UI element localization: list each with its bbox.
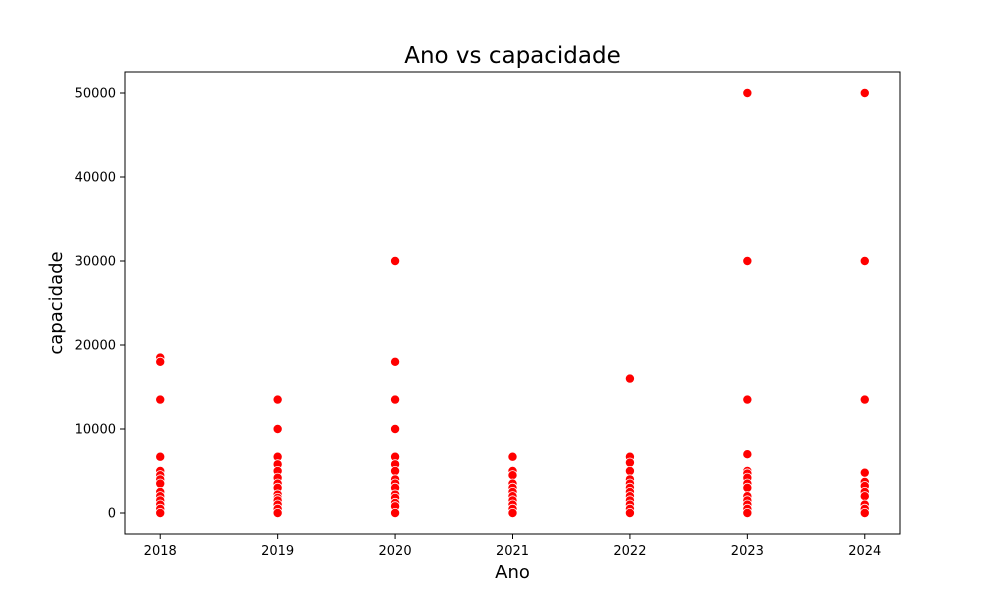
- data-point: [859, 394, 870, 405]
- x-tick-label: 2022: [613, 544, 646, 559]
- data-point: [624, 457, 635, 468]
- x-tick-label: 2019: [261, 544, 294, 559]
- y-axis-label: capacidade: [46, 251, 67, 354]
- data-point: [155, 394, 166, 405]
- data-point: [859, 507, 870, 518]
- data-point: [507, 451, 518, 462]
- data-point: [859, 467, 870, 478]
- data-point: [742, 255, 753, 266]
- chart-title: Ano vs capacidade: [404, 43, 621, 69]
- data-point: [742, 482, 753, 493]
- data-point: [390, 394, 401, 405]
- data-point: [390, 356, 401, 367]
- data-point: [390, 507, 401, 518]
- data-point: [272, 423, 283, 434]
- x-tick-label: 2021: [496, 544, 529, 559]
- y-tick-label: 40000: [75, 171, 116, 186]
- data-point: [155, 478, 166, 489]
- data-point: [390, 255, 401, 266]
- ticks-layer: 2018 2019 2020 2021 2022 2023 2024 0 10000 20000 3…: [75, 87, 882, 560]
- data-point: [624, 507, 635, 518]
- data-point: [742, 449, 753, 460]
- data-point: [507, 507, 518, 518]
- data-point: [390, 465, 401, 476]
- data-point: [155, 507, 166, 518]
- data-point: [624, 465, 635, 476]
- x-axis-label: Ano: [495, 562, 530, 583]
- data-point: [859, 255, 870, 266]
- data-point: [742, 88, 753, 99]
- data-point: [507, 470, 518, 481]
- y-tick-label: 50000: [75, 87, 116, 102]
- y-tick-label: 0: [108, 507, 116, 522]
- x-tick-label: 2020: [379, 544, 412, 559]
- y-tick-label: 10000: [75, 423, 116, 438]
- data-point: [742, 394, 753, 405]
- y-tick-label: 20000: [75, 339, 116, 354]
- data-point: [624, 373, 635, 384]
- x-tick-label: 2018: [144, 544, 177, 559]
- plot-area-frame: [124, 71, 901, 535]
- x-tick-label: 2024: [848, 544, 881, 559]
- data-point: [859, 88, 870, 99]
- data-point: [742, 507, 753, 518]
- x-tick-label: 2023: [731, 544, 764, 559]
- data-point: [390, 423, 401, 434]
- data-point: [155, 356, 166, 367]
- points-layer: [155, 88, 870, 518]
- y-tick-label: 30000: [75, 255, 116, 270]
- data-point: [272, 394, 283, 405]
- data-point: [859, 491, 870, 502]
- data-point: [272, 507, 283, 518]
- data-point: [155, 451, 166, 462]
